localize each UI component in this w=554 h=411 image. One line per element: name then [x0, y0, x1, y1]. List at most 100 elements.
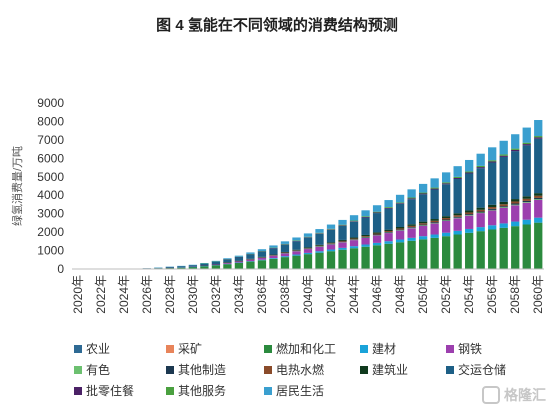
bar-segment — [349, 221, 359, 238]
legend-item: 农业 — [74, 340, 110, 357]
bar-segment — [326, 249, 336, 252]
bar-segment — [476, 211, 485, 213]
bar-segment — [511, 221, 520, 227]
bar-segment — [372, 234, 382, 236]
bar-segment — [349, 220, 359, 222]
bar-segment — [418, 239, 428, 269]
y-tick-label: 0 — [57, 262, 64, 276]
bar-segment — [430, 237, 439, 269]
bar-segment — [269, 248, 278, 255]
bar-segment — [522, 202, 531, 220]
bar-segment — [303, 252, 313, 255]
bar-segment — [499, 154, 508, 156]
bar-segment — [430, 189, 439, 220]
bar-segment — [407, 228, 416, 238]
bar-segment — [326, 228, 336, 230]
legend-item: 燃加和化工 — [264, 340, 336, 357]
bar-segment — [177, 266, 186, 268]
bar-segment — [430, 178, 439, 188]
legend-label: 采矿 — [178, 342, 203, 356]
bar-segment — [442, 182, 451, 184]
bar-segment — [465, 212, 474, 215]
bar-segment — [361, 237, 370, 245]
legend-swatch — [264, 344, 272, 353]
legend-item: 交运仓储 — [446, 361, 506, 378]
bar-segment — [430, 234, 439, 238]
legend-label: 建材 — [372, 342, 397, 356]
x-tick-label: 2026年 — [140, 275, 154, 314]
bar-segment — [303, 254, 313, 269]
bar-segment — [430, 223, 439, 235]
bar-segment — [522, 196, 531, 199]
bar-segment — [292, 237, 301, 241]
bar-segment — [488, 225, 497, 230]
bar-segment — [211, 260, 221, 262]
bar-segment — [511, 205, 520, 222]
bar-segment — [499, 207, 508, 208]
x-tick-label: 2048年 — [393, 275, 407, 314]
bar-segment — [476, 231, 485, 269]
bar-segment — [522, 144, 531, 146]
bar-segment — [511, 203, 520, 205]
bar-segment — [349, 221, 359, 222]
y-tick-label: 7000 — [37, 133, 64, 147]
bar-segment — [200, 266, 209, 269]
bar-segment — [326, 242, 336, 244]
legend-label: 其他服务 — [178, 384, 227, 398]
bar-segment — [430, 222, 439, 223]
bar-segment — [511, 149, 520, 152]
bar-segment — [522, 198, 531, 201]
bar-segment — [534, 138, 543, 194]
bar-segment — [372, 212, 382, 214]
legend-item: 其他服务 — [166, 382, 226, 399]
bar-segment — [465, 228, 474, 233]
x-tick-label: 2056年 — [485, 275, 499, 314]
bar-segment — [465, 215, 474, 229]
bar-segment — [418, 225, 428, 237]
y-tick-label: 3000 — [37, 207, 64, 221]
bar-segment — [338, 239, 347, 241]
bar-segment — [384, 243, 393, 269]
chart-title: 图 4 氢能在不同领域的消费结构预测 — [156, 17, 398, 34]
legend-swatch — [74, 386, 82, 395]
bar-segment — [292, 251, 301, 255]
bar-segment — [349, 240, 359, 247]
bar-segment — [476, 153, 485, 166]
bar-segment — [395, 203, 405, 204]
legend-item: 建材 — [360, 340, 396, 357]
bar-segment — [453, 234, 462, 269]
bar-segment — [453, 213, 462, 216]
bar-segment — [234, 257, 244, 261]
bar-segment — [234, 255, 244, 257]
watermark-logo-icon — [482, 386, 500, 404]
bar-segment — [223, 259, 232, 263]
bar-segment — [211, 261, 221, 265]
bar-segment — [407, 237, 416, 241]
bar-segment — [188, 265, 198, 267]
legend-swatch — [166, 365, 174, 374]
bar-segment — [326, 251, 336, 269]
bar-segment — [234, 261, 244, 263]
legend-label: 钢铁 — [458, 342, 483, 356]
bar-segment — [488, 229, 497, 269]
bar-segment — [488, 160, 497, 162]
bar-segment — [511, 226, 520, 269]
legend-swatch — [166, 386, 174, 395]
legend-swatch — [360, 344, 368, 353]
bar-segment — [349, 246, 359, 249]
bar-segment — [453, 230, 462, 235]
y-tick-label: 1000 — [37, 244, 64, 258]
bar-segment — [372, 211, 382, 213]
bar-segment — [372, 232, 382, 234]
legend-label: 其他制造 — [178, 363, 227, 377]
bar-segment — [465, 172, 474, 174]
bar-segment — [257, 259, 267, 261]
bar-segment — [453, 216, 462, 218]
bar-segment — [442, 172, 451, 183]
bar-segment — [453, 177, 462, 179]
legend-swatch — [264, 386, 272, 395]
bar-segment — [154, 267, 163, 269]
bar-segment — [534, 222, 543, 269]
bar-segment — [442, 218, 451, 220]
bar-segment — [384, 207, 393, 208]
